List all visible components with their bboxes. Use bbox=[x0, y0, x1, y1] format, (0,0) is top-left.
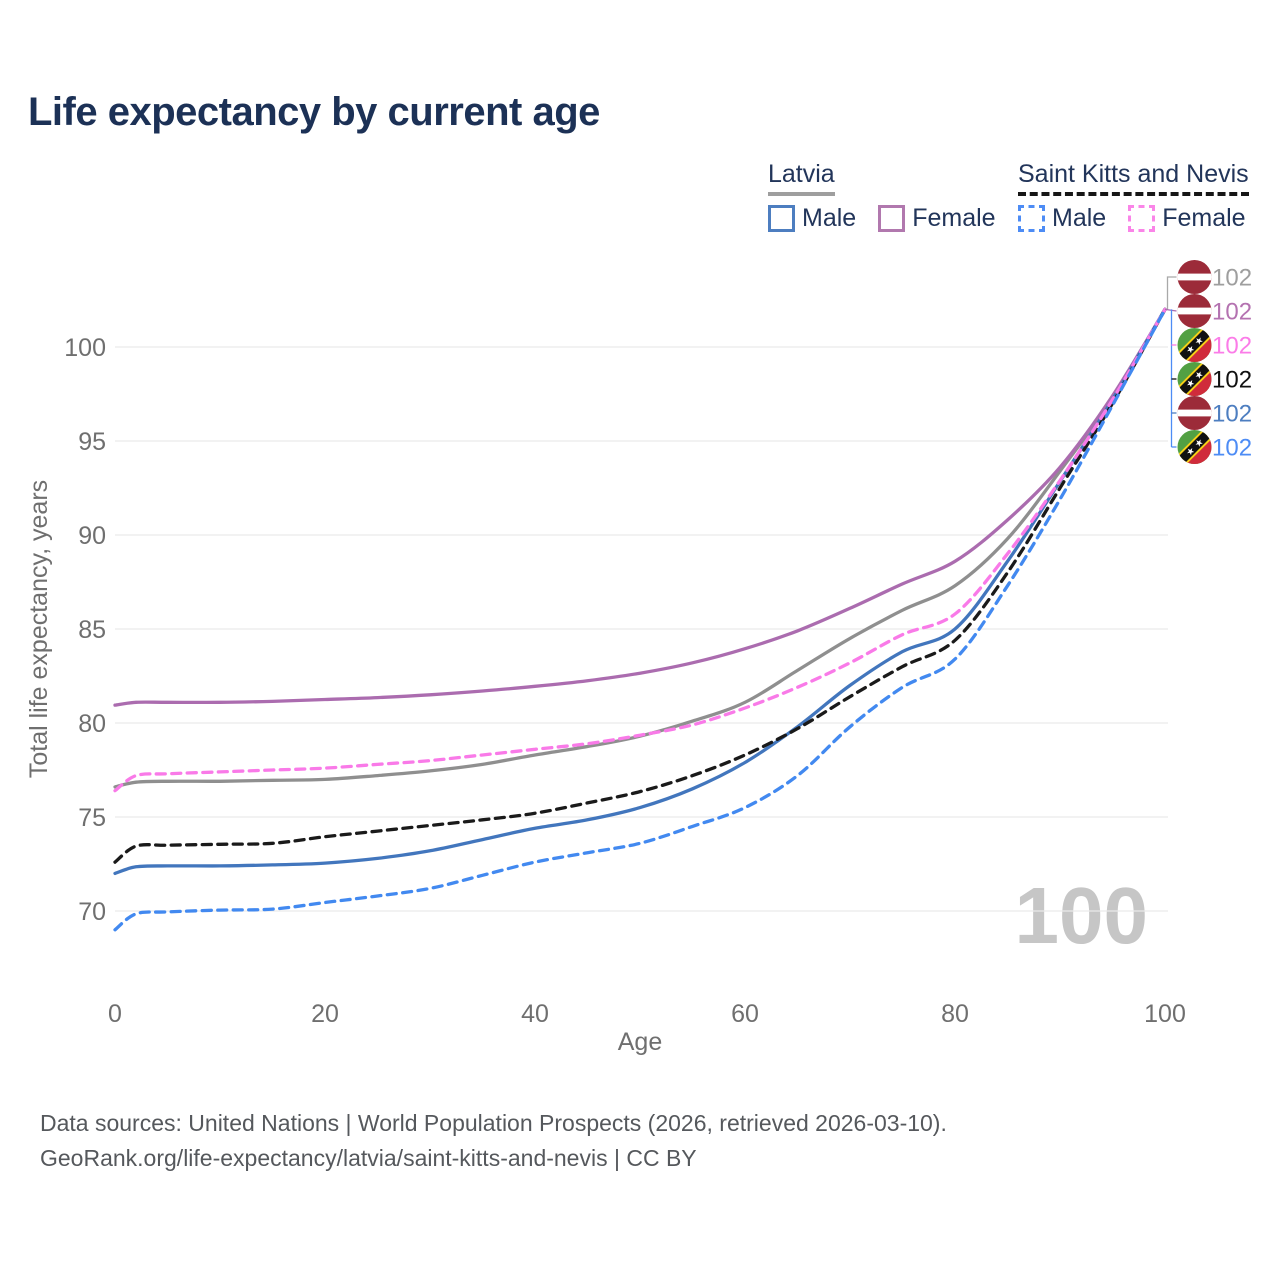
legend-header-saint-kitts[interactable]: Saint Kitts and Nevis bbox=[1018, 160, 1249, 196]
series-line-saint-kitts-and-nevis-male[interactable] bbox=[113, 307, 1167, 932]
legend-group-latvia: Latvia Male Female bbox=[768, 160, 1018, 233]
x-tick-60: 60 bbox=[731, 1000, 759, 1028]
flag-lv-icon bbox=[1178, 294, 1212, 328]
saint-kitts-male-swatch-icon bbox=[1018, 205, 1045, 232]
x-tick-40: 40 bbox=[521, 1000, 549, 1028]
legend-label: Female bbox=[912, 204, 996, 232]
legend-row-saint-kitts: Male Female bbox=[1018, 204, 1268, 233]
series-line-latvia-male[interactable] bbox=[113, 307, 1167, 876]
legend-label: Male bbox=[1052, 204, 1107, 232]
x-tick-20: 20 bbox=[311, 1000, 339, 1028]
end-label-latvia: 102 bbox=[1212, 265, 1252, 292]
y-tick-75: 75 bbox=[78, 804, 106, 832]
flag-kn-icon bbox=[1172, 356, 1218, 402]
y-tick-100: 100 bbox=[64, 334, 106, 362]
series-line-saint-kitts-and-nevis[interactable] bbox=[113, 307, 1167, 864]
y-tick-90: 90 bbox=[78, 522, 106, 550]
x-axis-label: Age bbox=[618, 1028, 662, 1056]
end-label-latvia-female: 102 bbox=[1212, 299, 1252, 326]
latvia-female-swatch-icon bbox=[878, 205, 906, 232]
y-tick-85: 85 bbox=[78, 616, 106, 644]
series-line-saint-kitts-and-nevis-female[interactable] bbox=[113, 307, 1167, 793]
legend-item-saint-kitts-male[interactable]: Male bbox=[1018, 204, 1106, 233]
flag-kn-icon bbox=[1172, 424, 1218, 470]
flag-lv-icon bbox=[1178, 260, 1212, 294]
y-tick-70: 70 bbox=[78, 898, 106, 926]
y-tick-80: 80 bbox=[78, 710, 106, 738]
source-line-1: Data sources: United Nations | World Pop… bbox=[40, 1110, 947, 1136]
legend-group-saint-kitts: Saint Kitts and Nevis Male Female bbox=[1018, 160, 1268, 233]
legend-label: Female bbox=[1162, 204, 1246, 232]
source-line-2: GeoRank.org/life-expectancy/latvia/saint… bbox=[40, 1145, 697, 1171]
saint-kitts-female-swatch-icon bbox=[1128, 205, 1156, 232]
leader-line-1 bbox=[1164, 308, 1177, 312]
data-sources: Data sources: United Nations | World Pop… bbox=[40, 1106, 947, 1176]
flag-kn-icon bbox=[1172, 322, 1218, 368]
x-tick-80: 80 bbox=[941, 1000, 969, 1028]
end-label-saint-kitts-and-nevis-female: 102 bbox=[1212, 333, 1252, 360]
latvia-male-swatch-icon bbox=[768, 205, 795, 232]
legend-item-latvia-male[interactable]: Male bbox=[768, 204, 856, 233]
page-title: Life expectancy by current age bbox=[28, 90, 600, 134]
y-axis-label: Total life expectancy, years bbox=[25, 480, 53, 778]
series-line-latvia-female[interactable] bbox=[113, 307, 1167, 707]
age-watermark: 100 bbox=[1014, 871, 1148, 960]
end-label-saint-kitts-and-nevis-male: 102 bbox=[1212, 435, 1252, 462]
end-label-saint-kitts-and-nevis: 102 bbox=[1212, 367, 1252, 394]
legend-row-latvia: Male Female bbox=[768, 204, 1018, 233]
end-label-latvia-male: 102 bbox=[1212, 401, 1252, 428]
legend-item-saint-kitts-female[interactable]: Female bbox=[1128, 204, 1246, 233]
legend-label: Male bbox=[802, 204, 857, 232]
legend-item-latvia-female[interactable]: Female bbox=[878, 204, 996, 233]
leader-line-0 bbox=[1165, 276, 1177, 311]
legend-header-latvia[interactable]: Latvia bbox=[768, 160, 835, 196]
y-tick-95: 95 bbox=[78, 428, 106, 456]
x-tick-100: 100 bbox=[1144, 1000, 1186, 1028]
flag-lv-icon bbox=[1178, 396, 1212, 430]
series-line-latvia[interactable] bbox=[113, 307, 1167, 789]
x-tick-0: 0 bbox=[108, 1000, 122, 1028]
